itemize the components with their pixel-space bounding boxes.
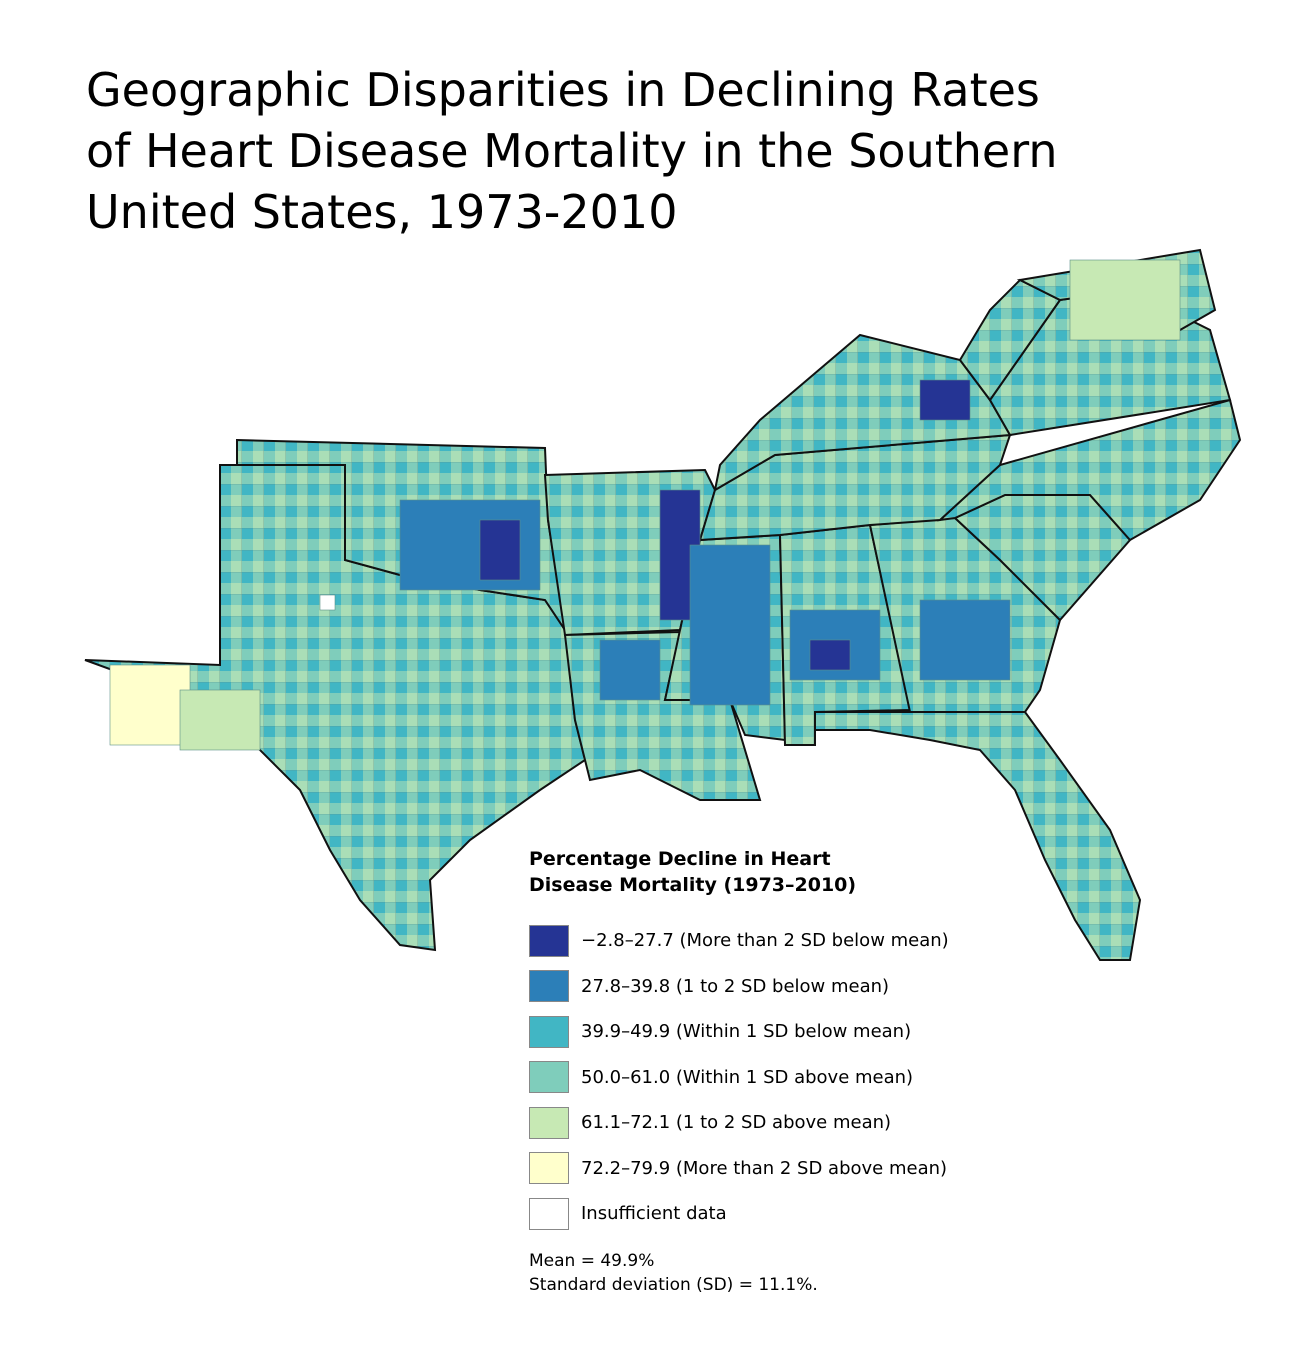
legend-swatch (529, 1197, 569, 1230)
county-cluster (919, 379, 971, 421)
county-cluster (319, 594, 336, 611)
legend-swatch (529, 1061, 569, 1094)
county-cluster (809, 639, 851, 671)
legend-swatch (529, 1152, 569, 1185)
county-cluster (599, 639, 661, 701)
legend-label: 27.8–39.8 (1 to 2 SD below mean) (581, 975, 890, 997)
mean-text: Mean = 49.9% (529, 1250, 655, 1271)
title-line: United States, 1973-2010 (86, 185, 678, 239)
legend-label: 61.1–72.1 (1 to 2 SD above mean) (581, 1112, 892, 1134)
legend-item: 61.1–72.1 (1 to 2 SD above mean) (529, 1100, 949, 1146)
legend-label: Insufficient data (581, 1203, 727, 1225)
state-north-carolina (936, 398, 1242, 542)
county-cluster (1069, 259, 1181, 341)
legend: Percentage Decline in Heart Disease Mort… (529, 846, 949, 1297)
legend-label: 72.2–79.9 (More than 2 SD above mean) (581, 1157, 948, 1179)
county-cluster (479, 519, 521, 581)
legend-title: Percentage Decline in Heart Disease Mort… (529, 846, 949, 898)
legend-label: 39.9–49.9 (Within 1 SD below mean) (581, 1021, 912, 1043)
legend-swatch (529, 1015, 569, 1048)
county-cluster (919, 599, 1011, 681)
legend-label: −2.8–27.7 (More than 2 SD below mean) (581, 930, 949, 952)
legend-title-line: Percentage Decline in Heart (529, 848, 831, 870)
legend-swatch (529, 924, 569, 957)
title-line: of Heart Disease Mortality in the Southe… (86, 124, 1058, 178)
title-line: Geographic Disparities in Declining Rate… (86, 63, 1040, 117)
county-cluster (109, 664, 191, 746)
legend-swatch (529, 970, 569, 1003)
legend-item: 39.9–49.9 (Within 1 SD below mean) (529, 1009, 949, 1055)
legend-label: 50.0–61.0 (Within 1 SD above mean) (581, 1066, 914, 1088)
legend-item: Insufficient data (529, 1191, 949, 1237)
legend-title-line: Disease Mortality (1973–2010) (529, 874, 857, 896)
legend-item: −2.8–27.7 (More than 2 SD below mean) (529, 918, 949, 964)
legend-item: 27.8–39.8 (1 to 2 SD below mean) (529, 964, 949, 1010)
county-cluster (689, 544, 771, 706)
state-florida (814, 711, 1142, 961)
sd-text: Standard deviation (SD) = 11.1%. (529, 1274, 818, 1295)
county-cluster (179, 689, 261, 751)
map-title: Geographic Disparities in Declining Rate… (86, 60, 1186, 243)
legend-item: 50.0–61.0 (Within 1 SD above mean) (529, 1055, 949, 1101)
legend-item: 72.2–79.9 (More than 2 SD above mean) (529, 1146, 949, 1192)
legend-swatch (529, 1106, 569, 1139)
